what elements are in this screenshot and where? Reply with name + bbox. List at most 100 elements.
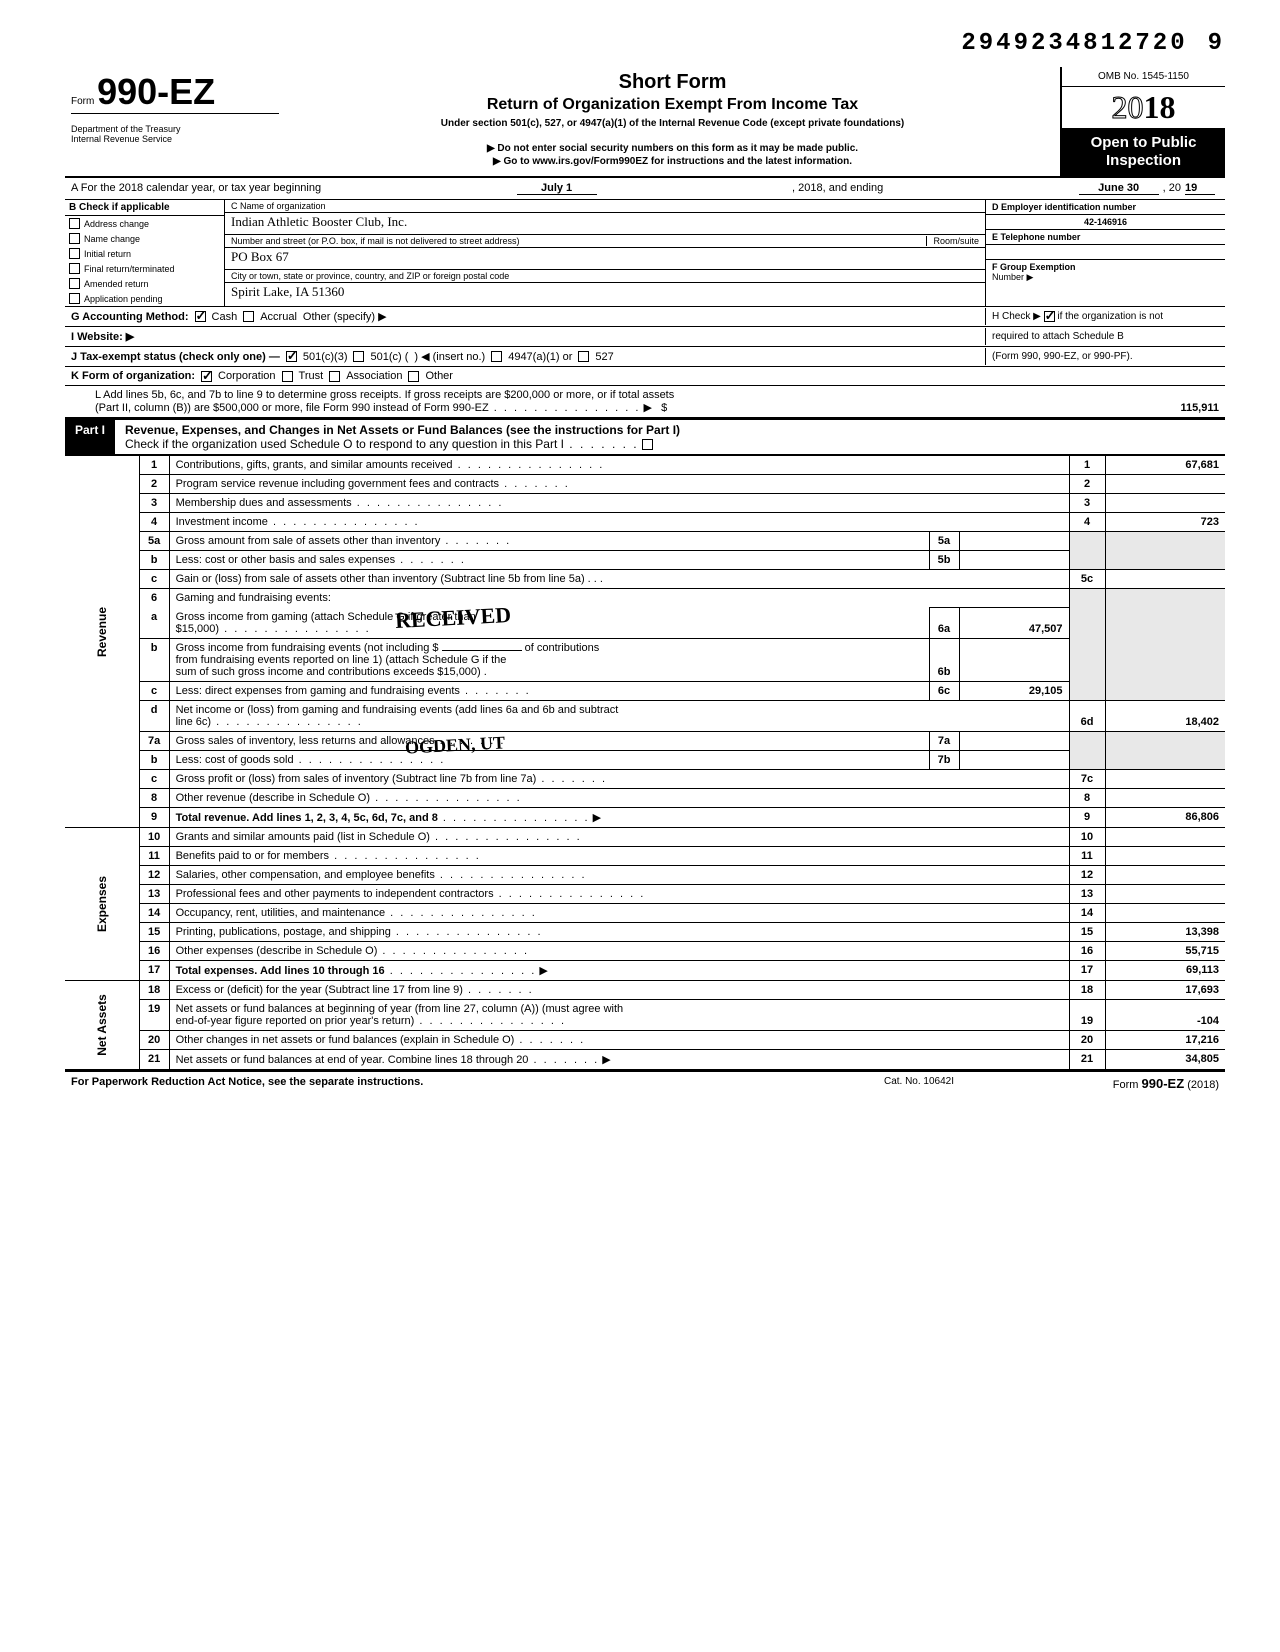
ln-7c: c [139,769,169,788]
txt-6: Gaming and fundraising events: [169,589,1069,608]
cb-association[interactable] [329,371,340,382]
txt-21: Net assets or fund balances at end of ye… [176,1054,529,1066]
ln-18: 18 [139,980,169,999]
cb-name-change[interactable] [69,233,80,244]
txt-7b: Less: cost of goods sold [176,754,294,766]
cb-initial-return[interactable] [69,248,80,259]
ln-16: 16 [139,941,169,960]
lbl-final-return: Final return/terminated [84,264,175,274]
ln-14: 14 [139,903,169,922]
line-l: L Add lines 5b, 6c, and 7b to line 9 to … [65,385,1225,418]
amt-20: 17,216 [1105,1030,1225,1049]
cb-no-sched-b[interactable] [1044,311,1055,322]
part-1-table: Revenue 1 Contributions, gifts, grants, … [65,455,1225,1070]
shade-5b [1105,532,1225,570]
ln-17: 17 [139,960,169,980]
il-6b: 6b [929,638,959,681]
expenses-side-label: Expenses [65,827,139,980]
shade-7 [1069,731,1105,769]
cb-501c3[interactable] [286,351,297,362]
form-id-column: Form 990-EZ Department of the Treasury I… [65,67,285,176]
cb-other-org[interactable] [408,371,419,382]
ln-4: 4 [139,513,169,532]
footer-right: Form 990-EZ (2018) [1019,1076,1219,1091]
amt-5c [1105,570,1225,589]
city-label: City or town, state or province, country… [225,270,985,283]
accounting-method-label: G Accounting Method: [71,311,189,323]
line-a-yr: , 20 [1163,182,1181,195]
albl-17: 17 [1069,960,1105,980]
netassets-side-label: Net Assets [65,980,139,1069]
part-1-check-text: Check if the organization used Schedule … [125,437,564,451]
line-a-prefix: A For the 2018 calendar year, or tax yea… [71,182,321,195]
h-text3: required to attach Schedule B [985,328,1225,345]
tax-year-end-yr: 19 [1185,182,1215,195]
form-of-org-label: K Form of organization: [71,370,195,382]
cb-schedule-o[interactable] [642,439,653,450]
col-b-checkboxes: B Check if applicable Address change Nam… [65,200,225,306]
ln-13: 13 [139,884,169,903]
part-1-title-wrap: Revenue, Expenses, and Changes in Net As… [115,420,1225,454]
header-grid: B Check if applicable Address change Nam… [65,200,1225,307]
amt-12 [1105,865,1225,884]
txt-4: Investment income [176,516,268,528]
albl-14: 14 [1069,903,1105,922]
cb-501c[interactable] [353,351,364,362]
il-5a: 5a [929,532,959,551]
h-text4: (Form 990, 990-EZ, or 990-PF). [985,348,1225,365]
row-g-h: G Accounting Method: Cash Accrual Other … [65,307,1225,327]
cb-final-return[interactable] [69,263,80,274]
ia-7a [959,731,1069,750]
albl-2: 2 [1069,475,1105,494]
albl-5c: 5c [1069,570,1105,589]
line-l-text1: L Add lines 5b, 6c, and 7b to line 9 to … [95,389,1219,401]
cb-527[interactable] [578,351,589,362]
amt-18: 17,693 [1105,980,1225,999]
cb-cash[interactable] [195,311,206,322]
txt-5c: Gain or (loss) from sale of assets other… [176,573,585,585]
amt-14 [1105,903,1225,922]
ia-5b [959,551,1069,570]
txt-15: Printing, publications, postage, and shi… [176,926,391,938]
txt-6d: Net income or (loss) from gaming and fun… [176,704,619,716]
lbl-amended-return: Amended return [84,279,149,289]
txt-6c: Less: direct expenses from gaming and fu… [176,685,460,697]
amt-6d: 18,402 [1105,700,1225,731]
cb-app-pending[interactable] [69,293,80,304]
part-1-tab: Part I [65,420,115,454]
txt-8: Other revenue (describe in Schedule O) [176,792,370,804]
txt-5a: Gross amount from sale of assets other t… [176,535,441,547]
h-text2: if the organization is not [1057,311,1163,322]
albl-19: 19 [1069,999,1105,1030]
h-check-label: H Check ▶ [992,311,1041,322]
cb-accrual[interactable] [243,311,254,322]
grp-label2: Number ▶ [992,272,1033,282]
cb-amended-return[interactable] [69,278,80,289]
cb-corporation[interactable] [201,371,212,382]
albl-20: 20 [1069,1030,1105,1049]
lbl-501c-b: ) ◀ (insert no.) [414,350,485,363]
cb-address-change[interactable] [69,218,80,229]
txt-5b: Less: cost or other basis and sales expe… [176,554,396,566]
amt-2 [1105,475,1225,494]
row-j: J Tax-exempt status (check only one) — 5… [65,347,1225,367]
addr-value: PO Box 67 [225,248,985,270]
under-section-text: Under section 501(c), 527, or 4947(a)(1)… [295,118,1050,129]
lbl-app-pending: Application pending [84,294,163,304]
open-public-1: Open to Public [1066,134,1221,152]
amt-9: 86,806 [1105,807,1225,827]
ln-11: 11 [139,846,169,865]
tax-year: 2018 [1062,87,1225,128]
city-value: Spirit Lake, IA 51360 [225,283,985,304]
doc-locator-number: 29492348127209 [65,30,1225,57]
txt-6a-2: $15,000) [176,623,219,635]
cb-trust[interactable] [282,371,293,382]
meta-rows: G Accounting Method: Cash Accrual Other … [65,307,1225,385]
website-label: I Website: ▶ [71,330,134,343]
cb-4947[interactable] [491,351,502,362]
txt-6b: Gross income from fundraising events (no… [176,642,439,654]
ln-5b: b [139,551,169,570]
lbl-other-org: Other [425,370,453,382]
txt-13: Professional fees and other payments to … [176,888,494,900]
open-public-badge: Open to Public Inspection [1062,128,1225,176]
